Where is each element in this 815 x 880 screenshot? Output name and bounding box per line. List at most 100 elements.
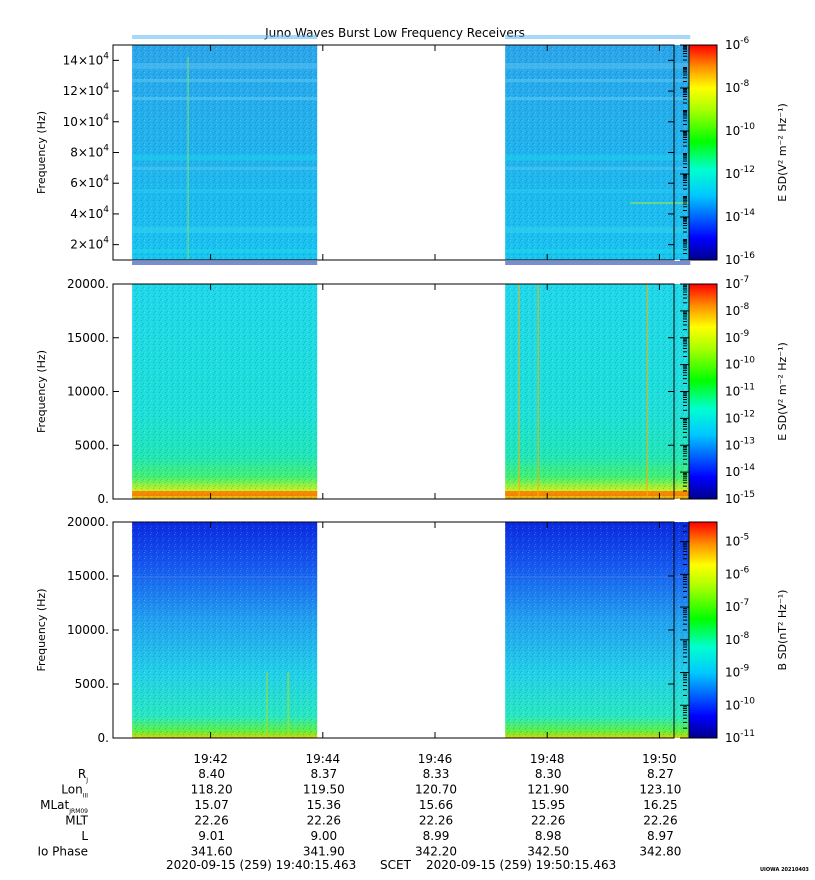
- spectrogram-panels: 2×104 4×104 6×104 8×104 10×104 12×104 14×104 Fr…: [35, 35, 789, 745]
- ephemeris-value: 8.99: [423, 829, 450, 843]
- ephemeris-row: MLT 22.26 22.26 22.26 22.26 22.26: [65, 814, 677, 828]
- emission-band: [505, 97, 691, 100]
- emission-band: [132, 189, 318, 193]
- spectrogram-panel-2: 0. 5000. 10000. 15000. 20000. Frequency (Hz) 1…: [35, 275, 789, 506]
- ephemeris-value: 341.60: [191, 845, 233, 859]
- colorbar-tick-label: 10-12: [725, 409, 755, 425]
- ephemeris-row: LonIII 118.20 119.50 120.70 121.90 123.10: [61, 783, 681, 800]
- ephemeris-value: 22.26: [194, 814, 228, 828]
- ephemeris-value: 342.80: [639, 845, 681, 859]
- colorbar: [688, 44, 718, 261]
- ephemeris-row: L 9.01 9.00 8.99 8.98 8.97: [81, 829, 673, 843]
- y-tick-label: 0.: [98, 731, 109, 745]
- colorbar-tick-label: 10-13: [725, 436, 755, 452]
- emission-band: [132, 167, 318, 170]
- emission-band: [505, 155, 691, 160]
- emission-band: [132, 63, 318, 69]
- y-tick-label: 12×104: [63, 82, 110, 98]
- ephemeris-value: 119.50: [303, 783, 345, 797]
- y-axis-label: Frequency (Hz): [35, 350, 48, 433]
- colorbar-tick-label: 10-8: [725, 302, 750, 318]
- ephemeris-row-label: L: [81, 829, 88, 843]
- spectrogram-noise: [505, 522, 691, 738]
- spectrogram-noise: [132, 284, 318, 499]
- colorbar-tick-label: 10-10: [725, 696, 755, 712]
- emission-band: [505, 63, 691, 69]
- y-tick-label: 2×104: [70, 236, 109, 252]
- colorbar-tick-label: 10-11: [725, 729, 755, 745]
- y-tick-label: 10000.: [67, 623, 109, 637]
- ephemeris-row: Io Phase 341.60 341.90 342.20 342.50 342.80: [37, 845, 681, 859]
- y-axis-label: Frequency (Hz): [35, 589, 48, 672]
- ephemeris-row: MLatJRM09 15.07 15.36 15.66 15.95 16.25: [40, 798, 677, 815]
- footer-end-time: 2020-09-15 (259) 19:50:15.463: [426, 858, 616, 872]
- ephemeris-row-label: LonIII: [61, 783, 88, 800]
- emission-band: [505, 79, 691, 82]
- ephemeris-value: 8.98: [535, 829, 562, 843]
- footer-time-frame: SCET: [380, 858, 412, 872]
- colorbar-label: E SD(V² m⁻² Hz⁻¹): [776, 342, 789, 441]
- ephemeris-value: 8.33: [423, 767, 450, 781]
- time-tick-label: 19:44: [306, 752, 341, 766]
- spectrogram-panel-3: 0. 5000. 10000. 15000. 20000. Frequency (Hz) 1…: [35, 515, 789, 745]
- colorbar-tick-label: 10-9: [725, 329, 750, 345]
- colorbar-tick-label: 10-7: [725, 275, 749, 291]
- emission-band: [505, 491, 691, 496]
- ephemeris-value: 9.00: [310, 829, 337, 843]
- ephemeris-value: 8.27: [647, 767, 674, 781]
- ephemeris-value: 341.90: [303, 845, 345, 859]
- colorbar-tick-label: 10-6: [725, 36, 750, 52]
- ephemeris-row-label: MLatJRM09: [40, 798, 88, 815]
- ephemeris-value: 121.90: [527, 783, 569, 797]
- chart-title: Juno Waves Burst Low Frequency Receivers: [264, 26, 525, 40]
- y-tick-label: 20000.: [67, 277, 109, 291]
- colorbar-tick-label: 10-9: [725, 664, 750, 680]
- colorbar-tick-label: 10-5: [725, 533, 749, 549]
- ephemeris-value: 9.01: [198, 829, 225, 843]
- ephemeris-row-label: MLT: [65, 814, 88, 828]
- emission-band: [132, 491, 318, 496]
- y-tick-label: 5000.: [75, 677, 109, 691]
- footer-credit: UIOWA 20210403: [760, 867, 809, 873]
- ephemeris-value: 8.30: [535, 767, 562, 781]
- ephemeris-value: 342.20: [415, 845, 457, 859]
- colorbar-label: B SD(nT² Hz⁻¹): [776, 590, 789, 671]
- ephemeris-value: 8.97: [647, 829, 674, 843]
- colorbar-tick-label: 10-11: [725, 383, 755, 399]
- colorbar-tick-label: 10-15: [725, 490, 755, 506]
- colorbar-label: E SD(V² m⁻² Hz⁻¹): [776, 103, 789, 202]
- emission-band: [132, 249, 318, 253]
- colorbar: [688, 283, 718, 500]
- emission-band: [505, 189, 691, 193]
- y-tick-label: 5000.: [75, 438, 109, 452]
- y-tick-label: 8×104: [70, 144, 109, 160]
- ephemeris-value: 22.26: [419, 814, 453, 828]
- footer-start-time: 2020-09-15 (259) 19:40:15.463: [166, 858, 356, 872]
- y-tick-label: 15000.: [67, 331, 109, 345]
- ephemeris-value: 8.40: [198, 767, 225, 781]
- emission-band: [132, 35, 318, 39]
- y-tick-label: 15000.: [67, 569, 109, 583]
- colorbar-tick-label: 10-8: [725, 79, 750, 95]
- ephemeris-value: 16.25: [643, 798, 677, 812]
- ephemeris-row-label: Io Phase: [37, 845, 88, 859]
- time-tick-labels: 19:42 19:44 19:46 19:48 19:50: [193, 752, 676, 766]
- ephemeris-value: 8.37: [310, 767, 337, 781]
- colorbar-tick-label: 10-8: [725, 631, 750, 647]
- ephemeris-row: RJ 8.40 8.37 8.33 8.30 8.27: [78, 767, 674, 784]
- colorbar: [688, 521, 718, 739]
- spectrogram-noise: [505, 284, 691, 499]
- ephemeris-table: 19:42 19:44 19:46 19:48 19:50 RJ 8.40 8.37 8.33 8…: [37, 752, 681, 859]
- y-tick-label: 10000.: [67, 385, 109, 399]
- colorbar-tick-label: 10-14: [725, 463, 755, 479]
- time-tick-label: 19:46: [418, 752, 453, 766]
- emission-band: [132, 261, 318, 265]
- time-tick-label: 19:50: [642, 752, 677, 766]
- emission-band: [505, 227, 691, 233]
- emission-band: [505, 167, 691, 170]
- y-axis-label: Frequency (Hz): [35, 111, 48, 194]
- y-tick-label: 4×104: [70, 205, 109, 221]
- ephemeris-value: 22.26: [307, 814, 341, 828]
- ephemeris-value: 15.66: [419, 798, 453, 812]
